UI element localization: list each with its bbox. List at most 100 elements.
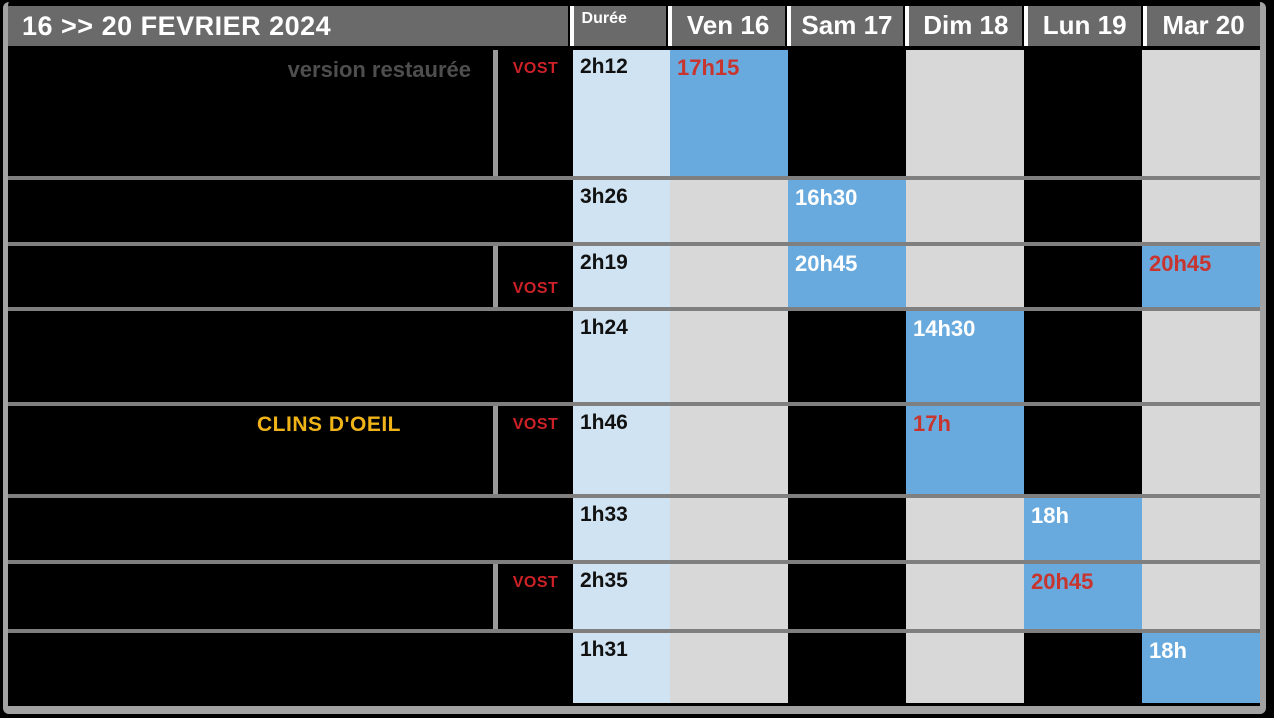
showtime-cell-sam17: 20h45	[788, 246, 906, 307]
film-title-cell	[8, 246, 493, 307]
empty-cell-mar20	[1142, 564, 1260, 629]
empty-cell-ven16	[670, 180, 788, 242]
duration-cell: 2h12	[573, 50, 670, 176]
empty-cell-sam17	[788, 633, 906, 703]
empty-cell-sam17	[788, 564, 906, 629]
empty-cell-dim18	[906, 564, 1024, 629]
film-title-cell	[8, 180, 573, 242]
title-vost-divider	[493, 564, 498, 629]
film-note: version restaurée	[287, 57, 471, 82]
showtime-cell-lun19: 18h	[1024, 498, 1142, 560]
title-vost-divider	[493, 50, 498, 176]
vost-badge: VOST	[512, 416, 559, 433]
showtime: 20h45	[795, 251, 858, 276]
showtime: 18h	[1031, 503, 1069, 528]
showtime: 17h	[913, 411, 951, 436]
empty-cell-mar20	[1142, 180, 1260, 242]
showtime-cell-dim18: 17h	[906, 406, 1024, 494]
empty-cell-sam17	[788, 311, 906, 402]
showtime: 17h15	[677, 55, 740, 80]
empty-cell-ven16	[670, 311, 788, 402]
showtime-cell-ven16: 17h15	[670, 50, 788, 176]
empty-cell-dim18	[906, 633, 1024, 703]
day-column-header-dim18: Dim 18	[905, 6, 1023, 46]
film-title-cell: version restaurée	[8, 50, 493, 176]
empty-cell-sam17	[788, 50, 906, 176]
empty-cell-ven16	[670, 498, 788, 560]
showtime-cell-mar20: 18h	[1142, 633, 1260, 703]
empty-cell-sam17	[788, 498, 906, 560]
vost-cell: VOST	[498, 406, 573, 494]
empty-cell-dim18	[906, 498, 1024, 560]
showtime: 20h45	[1031, 569, 1094, 594]
row-divider	[8, 560, 1260, 564]
empty-cell-lun19	[1024, 311, 1142, 402]
vost-badge: VOST	[512, 60, 559, 77]
vost-badge: VOST	[512, 280, 559, 297]
day-column-header-sam17: Sam 17	[786, 6, 904, 46]
row-divider	[8, 494, 1260, 498]
row-divider	[8, 402, 1260, 406]
title-vost-divider	[493, 246, 498, 307]
showtime-cell-lun19: 20h45	[1024, 564, 1142, 629]
duration-cell: 2h35	[573, 564, 670, 629]
showtime-cell-dim18: 14h30	[906, 311, 1024, 402]
empty-cell-lun19	[1024, 180, 1142, 242]
film-row: 1h33 18h	[8, 498, 1260, 560]
film-row: CLINS D'OEIL VOST 1h46 17h	[8, 406, 1260, 494]
empty-cell-mar20	[1142, 406, 1260, 494]
empty-cell-dim18	[906, 180, 1024, 242]
film-title-cell	[8, 633, 573, 703]
film-title-cell	[8, 564, 493, 629]
showtime: 18h	[1149, 638, 1187, 663]
vost-cell: VOST	[498, 246, 573, 307]
film-title-cell: CLINS D'OEIL	[8, 406, 493, 494]
empty-cell-lun19	[1024, 246, 1142, 307]
vost-cell: VOST	[498, 50, 573, 176]
duration-cell: 1h31	[573, 633, 670, 703]
row-divider	[8, 176, 1260, 180]
vost-badge: VOST	[512, 574, 559, 591]
schedule-header-row: 16 >> 20 FEVRIER 2024 Durée Ven 16 Sam 1…	[8, 6, 1260, 46]
showtime-cell-sam17: 16h30	[788, 180, 906, 242]
showtime: 20h45	[1149, 251, 1212, 276]
day-column-header-mar20: Mar 20	[1143, 6, 1260, 46]
duration-cell: 1h33	[573, 498, 670, 560]
title-vost-divider	[493, 406, 498, 494]
row-divider	[8, 629, 1260, 633]
day-column-header-ven16: Ven 16	[667, 6, 785, 46]
empty-cell-lun19	[1024, 406, 1142, 494]
vost-cell: VOST	[498, 564, 573, 629]
empty-cell-lun19	[1024, 50, 1142, 176]
film-note: CLINS D'OEIL	[257, 413, 401, 436]
empty-cell-sam17	[788, 406, 906, 494]
empty-cell-dim18	[906, 246, 1024, 307]
duration-cell: 2h19	[573, 246, 670, 307]
duration-cell: 1h46	[573, 406, 670, 494]
empty-cell-mar20	[1142, 50, 1260, 176]
showtime: 14h30	[913, 316, 976, 341]
film-title-cell	[8, 311, 573, 402]
schedule-table: 16 >> 20 FEVRIER 2024 Durée Ven 16 Sam 1…	[3, 2, 1266, 714]
film-title-cell	[8, 498, 573, 560]
row-divider	[8, 307, 1260, 311]
duration-column-header: Durée	[569, 6, 666, 46]
film-row: version restaurée VOST 2h12 17h15	[8, 50, 1260, 176]
duration-cell: 3h26	[573, 180, 670, 242]
week-range-label: 16 >> 20 FEVRIER 2024	[8, 6, 568, 46]
showtime-cell-mar20: 20h45	[1142, 246, 1260, 307]
film-row: VOST 2h19 20h45 20h45	[8, 246, 1260, 307]
row-divider	[8, 242, 1260, 246]
schedule-body: version restaurée VOST 2h12 17h15 3h26 1…	[8, 50, 1260, 703]
empty-cell-lun19	[1024, 633, 1142, 703]
film-row: 1h24 14h30	[8, 311, 1260, 402]
showtime: 16h30	[795, 185, 858, 210]
empty-cell-ven16	[670, 564, 788, 629]
empty-cell-mar20	[1142, 311, 1260, 402]
empty-cell-ven16	[670, 246, 788, 307]
film-row: 3h26 16h30	[8, 180, 1260, 242]
empty-cell-dim18	[906, 50, 1024, 176]
film-row: VOST 2h35 20h45	[8, 564, 1260, 629]
empty-cell-ven16	[670, 633, 788, 703]
